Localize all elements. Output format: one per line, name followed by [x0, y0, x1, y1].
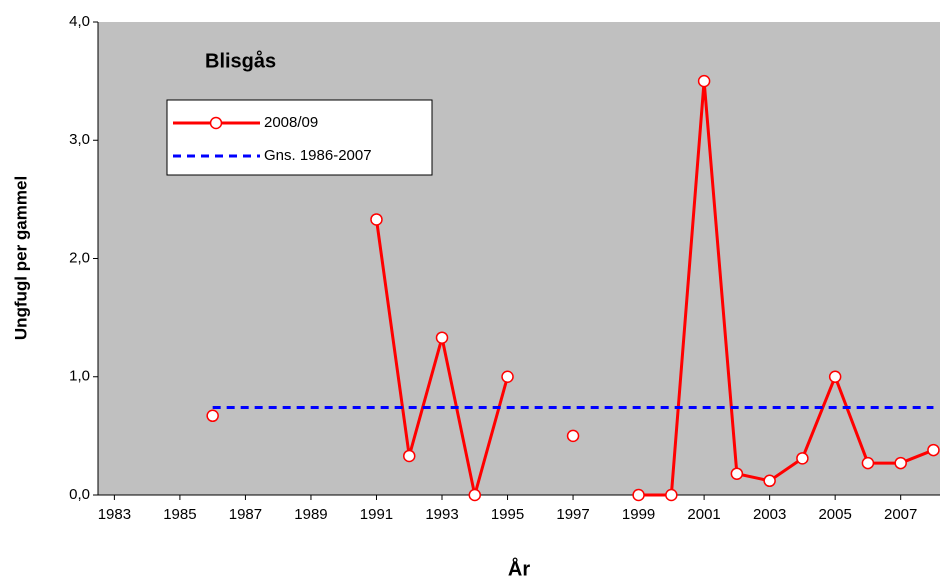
y-tick-label: 3,0	[69, 131, 90, 148]
data-point	[435, 331, 449, 344]
data-point	[828, 370, 842, 383]
data-point	[927, 443, 940, 457]
x-tick-label: 1983	[98, 506, 131, 523]
x-tick-label: 1985	[163, 506, 196, 523]
legend-marker	[209, 116, 223, 130]
data-point	[697, 74, 711, 88]
x-tick-label: 1995	[491, 506, 524, 523]
x-tick-label: 1989	[294, 506, 327, 523]
data-point	[206, 409, 219, 423]
y-tick-label: 4,0	[69, 13, 90, 30]
x-axis-label: År	[508, 556, 530, 580]
data-point	[402, 449, 416, 463]
x-tick-label: 2005	[818, 506, 851, 523]
x-tick-label: 1999	[622, 506, 655, 523]
legend-label: 2008/09	[264, 114, 318, 131]
data-point	[730, 467, 744, 480]
x-tick-label: 2003	[753, 506, 786, 523]
y-axis-label: Ungfugl per gammel	[11, 176, 30, 340]
x-tick-label: 1987	[229, 506, 262, 523]
data-point	[468, 488, 482, 502]
x-tick-label: 1997	[556, 506, 589, 523]
plot-area	[98, 22, 940, 495]
data-point	[501, 370, 514, 383]
data-point	[894, 456, 907, 470]
data-point	[665, 488, 678, 502]
y-tick-label: 1,0	[69, 368, 90, 385]
data-point	[370, 213, 383, 226]
x-tick-label: 1993	[425, 506, 458, 523]
x-tick-label: 2007	[884, 506, 917, 523]
data-point	[796, 452, 809, 465]
data-point	[763, 474, 776, 488]
data-point	[632, 488, 645, 502]
y-tick-label: 2,0	[69, 249, 90, 266]
legend-label: Gns. 1986-2007	[264, 147, 372, 164]
x-tick-label: 1991	[360, 506, 393, 523]
x-tick-label: 2001	[687, 506, 720, 523]
data-point	[861, 456, 875, 470]
legend-box	[166, 99, 433, 176]
chart-title: Blisgås	[205, 49, 276, 72]
data-point	[566, 429, 580, 443]
y-tick-label: 0,0	[69, 486, 90, 503]
